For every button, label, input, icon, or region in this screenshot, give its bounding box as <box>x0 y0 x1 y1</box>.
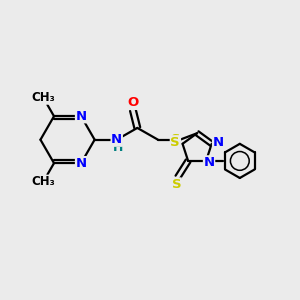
Text: N: N <box>76 110 87 123</box>
Text: S: S <box>172 178 181 191</box>
Text: O: O <box>127 96 139 110</box>
Text: S: S <box>170 136 180 149</box>
Text: N: N <box>213 136 224 149</box>
Text: CH₃: CH₃ <box>32 175 55 188</box>
Text: N: N <box>203 156 214 169</box>
Text: S: S <box>171 133 180 146</box>
Text: N: N <box>76 157 87 170</box>
Text: H: H <box>113 141 123 154</box>
Text: CH₃: CH₃ <box>32 91 55 104</box>
Text: N: N <box>111 133 122 146</box>
